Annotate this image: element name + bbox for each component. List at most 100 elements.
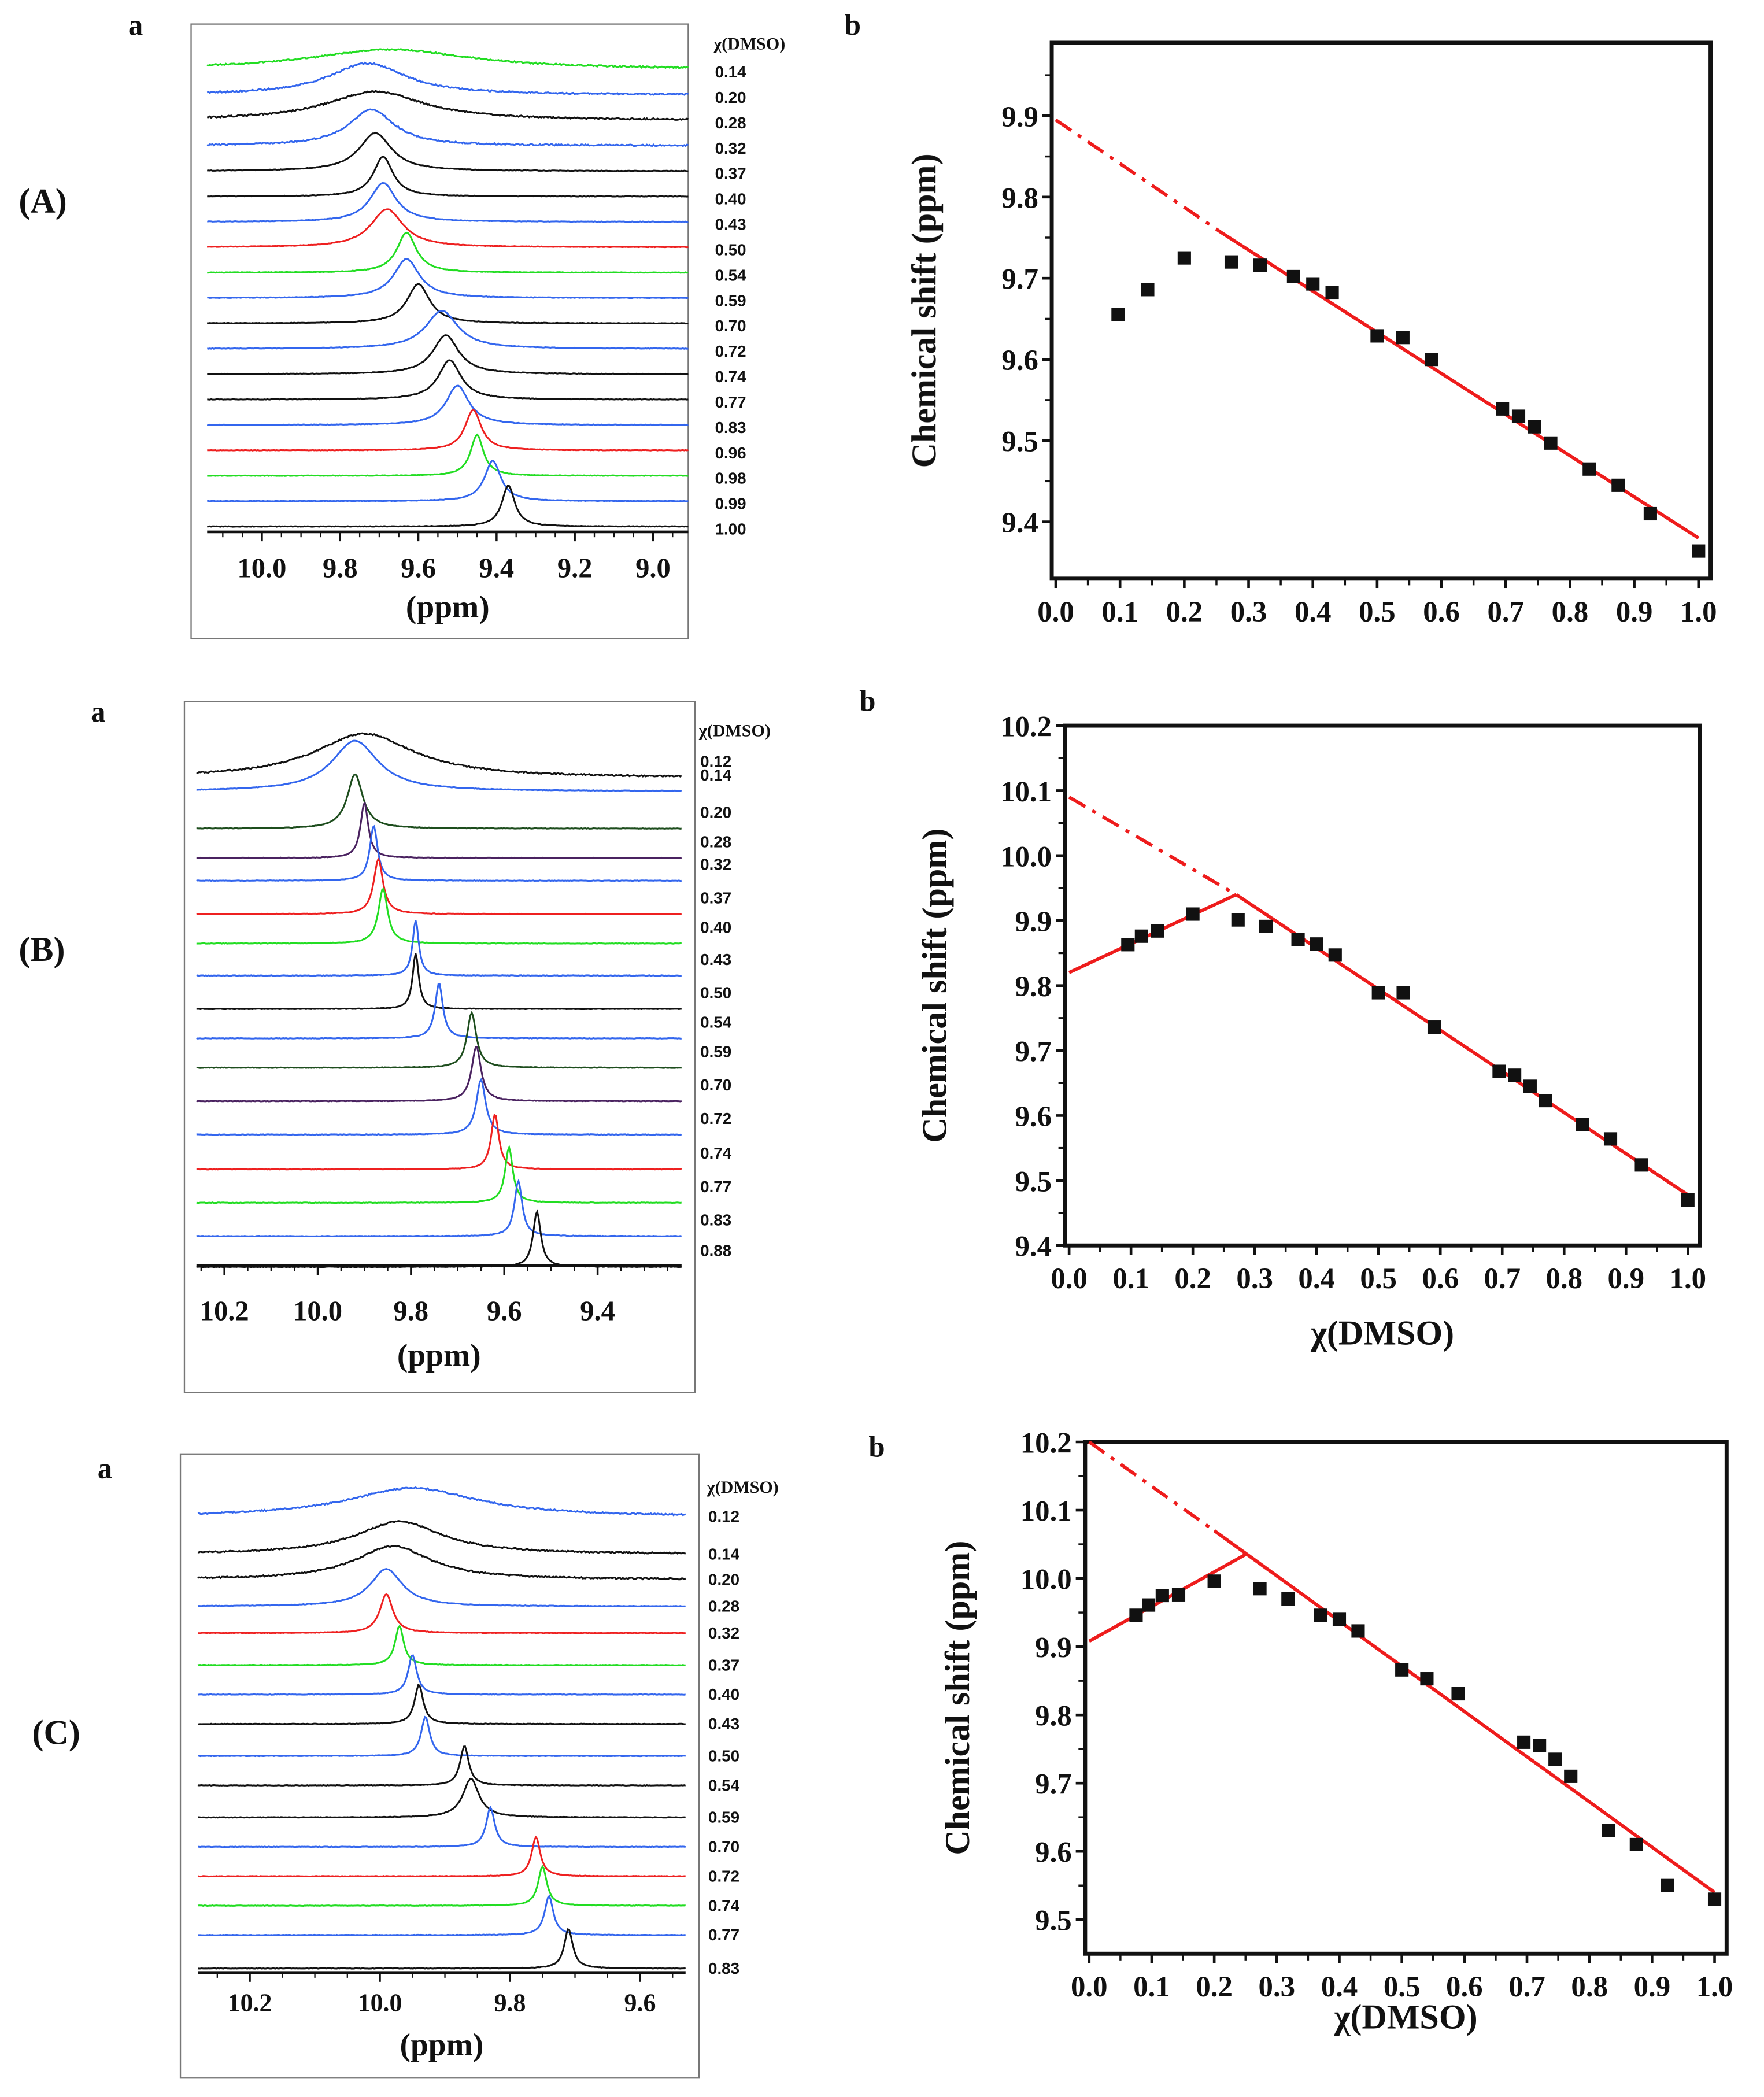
data-point	[1141, 1598, 1156, 1612]
spectrum-trace	[207, 409, 689, 452]
trace-label: 0.59	[715, 291, 746, 309]
data-point	[1544, 436, 1558, 450]
x-axis-title: (ppm)	[406, 589, 490, 624]
y-tick-label: 9.6	[1015, 1100, 1052, 1133]
x-tick-label: 10.0	[238, 553, 287, 584]
data-point	[1111, 308, 1125, 321]
spectrum-trace	[196, 1209, 682, 1268]
data-point	[1643, 506, 1657, 521]
data-point	[1370, 329, 1384, 343]
trace-label: 0.14	[708, 1545, 740, 1563]
spectrum-trace	[206, 47, 689, 69]
data-point	[1576, 1118, 1589, 1131]
data-point	[1427, 1020, 1441, 1034]
spectrum-trace	[196, 1178, 682, 1238]
data-point	[1528, 420, 1541, 434]
x-tick-label: 0.6	[1422, 1262, 1459, 1295]
panel-letter-b: b	[868, 1430, 885, 1463]
panel-frame	[183, 701, 696, 1393]
spectrum-trace	[207, 283, 689, 325]
spectrum-trace	[206, 108, 689, 147]
trace-label: 0.70	[700, 1076, 731, 1094]
spectrum-trace	[196, 801, 682, 859]
trace-label: 0.20	[700, 804, 731, 822]
panel-frame	[190, 23, 689, 640]
spectrum-trace	[197, 1715, 686, 1758]
y-tick-label: 9.7	[1001, 263, 1038, 295]
trace-label: 0.32	[715, 139, 746, 157]
data-point	[1692, 544, 1706, 558]
x-tick-label: 0.1	[1133, 1970, 1170, 2003]
x-tick-label: 9.4	[479, 553, 515, 584]
spectrum-trace	[197, 1568, 686, 1607]
y-tick-label: 9.5	[1035, 1904, 1072, 1937]
data-point	[1253, 258, 1267, 272]
trace-label: 0.54	[700, 1013, 732, 1031]
y-tick-label: 10.2	[1000, 711, 1052, 743]
x-tick-label: 0.7	[1508, 1970, 1545, 2003]
trace-label: 0.12	[708, 1508, 739, 1526]
trace-label: 0.28	[715, 114, 746, 132]
trace-label: 0.50	[708, 1747, 739, 1765]
x-tick-label: 0.0	[1037, 596, 1074, 628]
spectrum-trace	[198, 1684, 686, 1725]
data-point	[1155, 1589, 1169, 1603]
trace-label: 0.50	[715, 241, 746, 258]
x-tick-label: 0.0	[1051, 1262, 1088, 1295]
data-point	[1611, 478, 1625, 492]
y-tick-label: 9.8	[1001, 182, 1038, 214]
trace-label: 0.32	[708, 1624, 739, 1642]
x-axis-title: χ(DMSO)	[1334, 1998, 1478, 2036]
spectrum-trace	[198, 1806, 686, 1848]
spectrum-trace	[196, 1114, 682, 1171]
x-tick-label: 10.2	[228, 1989, 272, 2017]
data-point	[1396, 986, 1410, 1000]
y-tick-label: 9.6	[1001, 344, 1038, 376]
data-point	[1306, 277, 1320, 291]
trace-label: 0.43	[715, 216, 746, 234]
x-tick-label: 0.3	[1259, 1970, 1296, 2003]
spectrum-trace	[206, 384, 689, 426]
spectrum-trace	[197, 1519, 686, 1555]
x-tick-label: 9.4	[580, 1296, 615, 1327]
plot-frame	[1083, 1440, 1729, 1956]
trace-label: 0.99	[715, 495, 746, 513]
trace-label: 0.37	[715, 165, 746, 183]
x-tick-label: 9.6	[401, 553, 436, 584]
spectrum-trace	[198, 1593, 686, 1634]
y-axis-title: Chemical shift (ppm)	[938, 1541, 977, 1855]
data-point	[1395, 1663, 1409, 1677]
y-tick-label: 10.0	[1000, 840, 1052, 872]
trace-label: 0.54	[715, 266, 747, 284]
x-tick-label: 0.8	[1545, 1262, 1582, 1295]
trace-label: 0.83	[708, 1959, 739, 1977]
row-label-c: (C)	[32, 1713, 80, 1752]
spectrum-trace	[197, 1545, 686, 1581]
x-tick-label: 9.8	[323, 553, 358, 584]
y-tick-label: 10.1	[1020, 1495, 1072, 1528]
data-point	[1224, 255, 1238, 269]
extrapolated-fit-line	[1055, 118, 1224, 235]
data-point	[1151, 924, 1164, 938]
data-point	[1548, 1752, 1562, 1766]
data-point	[1629, 1837, 1643, 1851]
x-tick-label: 9.6	[487, 1296, 522, 1327]
spectrum-trace	[196, 1144, 682, 1204]
spectrum-trace	[196, 983, 682, 1040]
trace-label: 0.43	[700, 951, 731, 968]
data-point	[1286, 269, 1300, 283]
y-tick-label: 9.9	[1001, 101, 1038, 133]
spectrum-trace	[197, 1777, 686, 1819]
trace-label: 0.98	[715, 469, 746, 487]
spectrum-trace	[207, 231, 689, 274]
data-point	[1517, 1735, 1531, 1749]
trace-label: 0.74	[700, 1144, 732, 1162]
y-tick-label: 9.5	[1001, 426, 1038, 458]
trace-label: 0.28	[708, 1597, 739, 1615]
spectrum-trace	[207, 433, 689, 477]
extrapolated-fit-line	[1088, 1440, 1215, 1532]
spectrum-trace	[207, 156, 689, 198]
y-tick-label: 10.1	[1000, 775, 1052, 808]
data-point	[1492, 1064, 1506, 1078]
trace-label: 0.77	[708, 1926, 739, 1944]
